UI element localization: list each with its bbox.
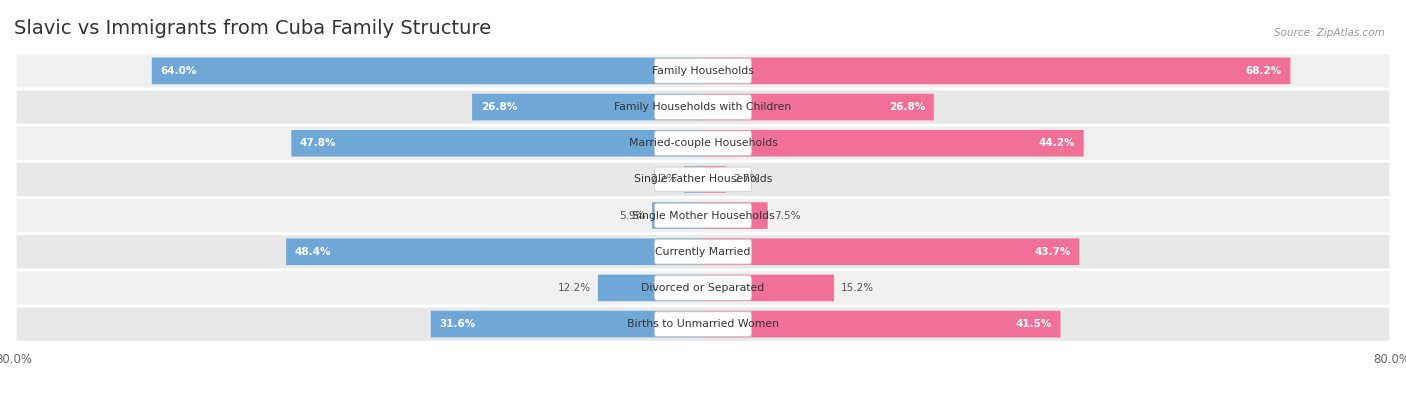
FancyBboxPatch shape bbox=[703, 130, 1084, 156]
Text: Family Households: Family Households bbox=[652, 66, 754, 76]
FancyBboxPatch shape bbox=[291, 130, 703, 156]
FancyBboxPatch shape bbox=[655, 312, 751, 337]
Text: 47.8%: 47.8% bbox=[299, 138, 336, 148]
Text: 26.8%: 26.8% bbox=[889, 102, 925, 112]
Text: 64.0%: 64.0% bbox=[160, 66, 197, 76]
FancyBboxPatch shape bbox=[17, 163, 1389, 196]
FancyBboxPatch shape bbox=[17, 271, 1389, 305]
Text: Divorced or Separated: Divorced or Separated bbox=[641, 283, 765, 293]
FancyBboxPatch shape bbox=[703, 94, 934, 120]
FancyBboxPatch shape bbox=[655, 131, 751, 156]
Text: 41.5%: 41.5% bbox=[1015, 319, 1052, 329]
Text: 5.9%: 5.9% bbox=[619, 211, 645, 220]
Text: 31.6%: 31.6% bbox=[440, 319, 475, 329]
FancyBboxPatch shape bbox=[17, 307, 1389, 341]
Text: 43.7%: 43.7% bbox=[1035, 247, 1071, 257]
Text: 26.8%: 26.8% bbox=[481, 102, 517, 112]
FancyBboxPatch shape bbox=[655, 58, 751, 83]
Text: Slavic vs Immigrants from Cuba Family Structure: Slavic vs Immigrants from Cuba Family St… bbox=[14, 19, 491, 38]
FancyBboxPatch shape bbox=[287, 239, 703, 265]
FancyBboxPatch shape bbox=[17, 235, 1389, 268]
FancyBboxPatch shape bbox=[703, 275, 834, 301]
FancyBboxPatch shape bbox=[703, 202, 768, 229]
Text: 7.5%: 7.5% bbox=[775, 211, 801, 220]
Text: Single Mother Households: Single Mother Households bbox=[631, 211, 775, 220]
FancyBboxPatch shape bbox=[17, 127, 1389, 160]
FancyBboxPatch shape bbox=[430, 311, 703, 337]
FancyBboxPatch shape bbox=[655, 239, 751, 264]
FancyBboxPatch shape bbox=[655, 276, 751, 300]
FancyBboxPatch shape bbox=[703, 166, 727, 193]
Text: 15.2%: 15.2% bbox=[841, 283, 875, 293]
FancyBboxPatch shape bbox=[652, 202, 703, 229]
Text: Married-couple Households: Married-couple Households bbox=[628, 138, 778, 148]
FancyBboxPatch shape bbox=[472, 94, 703, 120]
FancyBboxPatch shape bbox=[17, 199, 1389, 232]
FancyBboxPatch shape bbox=[703, 311, 1060, 337]
FancyBboxPatch shape bbox=[17, 54, 1389, 88]
Text: 68.2%: 68.2% bbox=[1246, 66, 1282, 76]
Text: Source: ZipAtlas.com: Source: ZipAtlas.com bbox=[1274, 28, 1385, 38]
FancyBboxPatch shape bbox=[17, 90, 1389, 124]
FancyBboxPatch shape bbox=[655, 203, 751, 228]
Text: 2.7%: 2.7% bbox=[733, 175, 759, 184]
FancyBboxPatch shape bbox=[703, 239, 1080, 265]
Text: Currently Married: Currently Married bbox=[655, 247, 751, 257]
FancyBboxPatch shape bbox=[598, 275, 703, 301]
FancyBboxPatch shape bbox=[152, 58, 703, 84]
FancyBboxPatch shape bbox=[683, 166, 703, 193]
Text: 2.2%: 2.2% bbox=[651, 175, 678, 184]
Text: Births to Unmarried Women: Births to Unmarried Women bbox=[627, 319, 779, 329]
Text: Family Households with Children: Family Households with Children bbox=[614, 102, 792, 112]
Text: 44.2%: 44.2% bbox=[1039, 138, 1076, 148]
Text: Single Father Households: Single Father Households bbox=[634, 175, 772, 184]
FancyBboxPatch shape bbox=[655, 167, 751, 192]
Text: 48.4%: 48.4% bbox=[295, 247, 332, 257]
Text: 12.2%: 12.2% bbox=[558, 283, 591, 293]
FancyBboxPatch shape bbox=[703, 58, 1291, 84]
FancyBboxPatch shape bbox=[655, 95, 751, 119]
